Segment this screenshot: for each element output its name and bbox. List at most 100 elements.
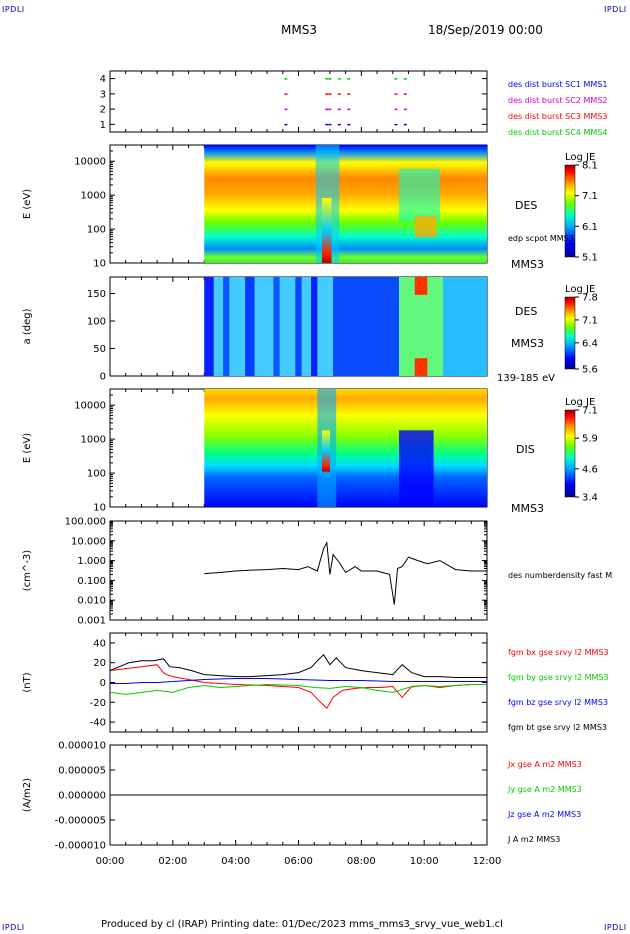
- burst-marker-3: [403, 108, 407, 111]
- pitch-energy-range: 139-185 eV: [497, 373, 555, 384]
- time-tick-label: 04:00: [221, 856, 250, 867]
- colorbar-tick-des_pitch: 7.1: [582, 315, 598, 326]
- burst-marker-2: [394, 93, 398, 95]
- burst-marker-4: [403, 123, 407, 126]
- ytick-label-density: 0.001: [77, 616, 106, 627]
- spacecraft-label-des_pitch: MMS3: [511, 337, 544, 350]
- colorbar-tick-dis_energy: 4.6: [582, 464, 598, 475]
- series-line-fgm-2: [109, 683, 487, 695]
- ytick-label-burst: 4: [100, 74, 106, 85]
- ytick-label-dis_energy: 1000: [81, 435, 106, 446]
- burst-marker-4: [347, 123, 351, 126]
- burst-marker-1: [325, 78, 329, 80]
- ytick-label-density: 0.010: [77, 596, 106, 607]
- burst-marker-3: [325, 108, 329, 111]
- ytick-label-des_energy: 1000: [81, 191, 106, 202]
- colorbar-title-dis_energy: Log JE: [565, 397, 595, 408]
- time-tick-label: 08:00: [347, 856, 376, 867]
- burst-legend-3: des dist burst SC3 MMS3: [508, 112, 607, 121]
- ytick-label-current: -0.000010: [55, 841, 106, 852]
- spacecraft-label-des_energy: MMS3: [511, 258, 544, 271]
- ytick-label-current: 0.000005: [58, 766, 106, 777]
- time-tick-label: 00:00: [96, 856, 125, 867]
- colorbar-tick-dis_energy: 7.1: [582, 406, 598, 417]
- colorbar-dis_energy: [564, 409, 576, 498]
- panel-frame-burst: [109, 70, 488, 133]
- colorbar-des_energy: [564, 164, 576, 258]
- burst-marker-4: [337, 123, 341, 126]
- legend-fgm-2: fgm by gse srvy l2 MMS3: [508, 673, 609, 682]
- time-tick-label: 02:00: [158, 856, 187, 867]
- burst-marker-1: [394, 78, 398, 80]
- burst-marker-3: [394, 108, 398, 111]
- legend-current-3: Jz gse A m2 MMS3: [507, 810, 581, 819]
- scpot-label: edp scpot MMS3: [508, 234, 574, 243]
- panel-frame-fgm: [109, 632, 488, 733]
- ylabel-dis_energy: E (eV): [22, 433, 33, 463]
- ytick-label-des_pitch: 50: [93, 344, 106, 355]
- corner-label-top-right: IPDLI: [604, 5, 627, 14]
- burst-marker-4: [325, 123, 329, 126]
- colorbar-des_pitch: [564, 296, 576, 370]
- legend-density-1: des numberdensity fast M: [508, 571, 612, 580]
- ytick-label-dis_energy: 10: [93, 503, 106, 514]
- legend-current-1: Jx gse A m2 MMS3: [507, 760, 582, 769]
- colorbar-tick-des_energy: 7.1: [582, 191, 598, 202]
- ytick-label-burst: 1: [100, 120, 106, 131]
- colorbar-title-des_energy: Log JE: [565, 152, 595, 163]
- colorbar-tick-des_energy: 8.1: [582, 161, 598, 172]
- burst-legend-1: des dist burst SC1 MMS1: [508, 80, 607, 89]
- date-title: 18/Sep/2019 00:00: [428, 23, 543, 37]
- corner-label-bottom-right: IPDLI: [604, 923, 627, 932]
- colorbar-tick-dis_energy: 5.9: [582, 434, 598, 445]
- ytick-label-des_energy: 100: [87, 225, 106, 236]
- ytick-label-fgm: 40: [93, 638, 106, 649]
- series-line-density-1: [204, 541, 487, 605]
- burst-marker-1: [403, 78, 407, 80]
- colorbar-title-des_pitch: Log JE: [565, 284, 595, 295]
- ytick-label-current: 0.000010: [58, 741, 106, 752]
- ytick-label-current: -0.000005: [55, 816, 106, 827]
- colorbar-tick-des_pitch: 7.8: [582, 293, 598, 304]
- time-tick-label: 10:00: [410, 856, 439, 867]
- series-line-fgm-1: [109, 664, 487, 709]
- burst-marker-2: [403, 93, 407, 95]
- ylabel-current: (A/m2): [22, 778, 33, 812]
- instrument-label-des_pitch: DES: [515, 305, 537, 318]
- legend-fgm-1: fgm bx gse srvy l2 MMS3: [508, 648, 609, 657]
- instrument-label-des_energy: DES: [515, 199, 537, 212]
- burst-marker-1: [337, 78, 341, 80]
- burst-legend-2: des dist burst SC2 MMS2: [508, 96, 607, 105]
- corner-label-top-left: IPDLI: [2, 5, 25, 14]
- burst-marker-2: [347, 93, 351, 95]
- ylabel-density: (cm^-3): [22, 550, 33, 591]
- ytick-label-density: 0.100: [77, 576, 106, 587]
- time-tick-label: 06:00: [284, 856, 313, 867]
- ytick-label-fgm: 0: [100, 678, 106, 689]
- footer-credit: Produced by cl (IRAP) Printing date: 01/…: [101, 919, 503, 930]
- burst-marker-2: [328, 93, 332, 95]
- ytick-label-current: 0.000000: [58, 791, 106, 802]
- colorbar-tick-des_pitch: 5.6: [582, 365, 598, 376]
- spacecraft-title: MMS3: [281, 23, 317, 37]
- burst-marker-3: [328, 108, 332, 111]
- ytick-label-burst: 2: [100, 105, 106, 116]
- ylabel-des_pitch: a (deg): [22, 308, 33, 344]
- burst-marker-3: [284, 108, 288, 111]
- spacecraft-label-dis_energy: MMS3: [511, 502, 544, 515]
- ytick-label-density: 1.000: [77, 556, 106, 567]
- colorbar-tick-des_energy: 5.1: [582, 253, 598, 264]
- legend-current-2: Jy gse A m2 MMS3: [507, 785, 582, 794]
- burst-marker-4: [328, 123, 332, 126]
- burst-legend-4: des dist burst SC4 MMS4: [508, 128, 607, 137]
- ytick-label-des_energy: 10000: [74, 157, 106, 168]
- ytick-label-fgm: 20: [93, 658, 106, 669]
- burst-marker-1: [347, 78, 351, 80]
- colorbar-tick-des_pitch: 6.4: [582, 338, 598, 349]
- corner-label-bottom-left: IPDLI: [2, 923, 25, 932]
- legend-current-4: J A m2 MMS3: [507, 835, 560, 844]
- colorbar-tick-des_energy: 6.1: [582, 222, 598, 233]
- burst-marker-2: [325, 93, 329, 95]
- time-tick-label: 12:00: [473, 856, 502, 867]
